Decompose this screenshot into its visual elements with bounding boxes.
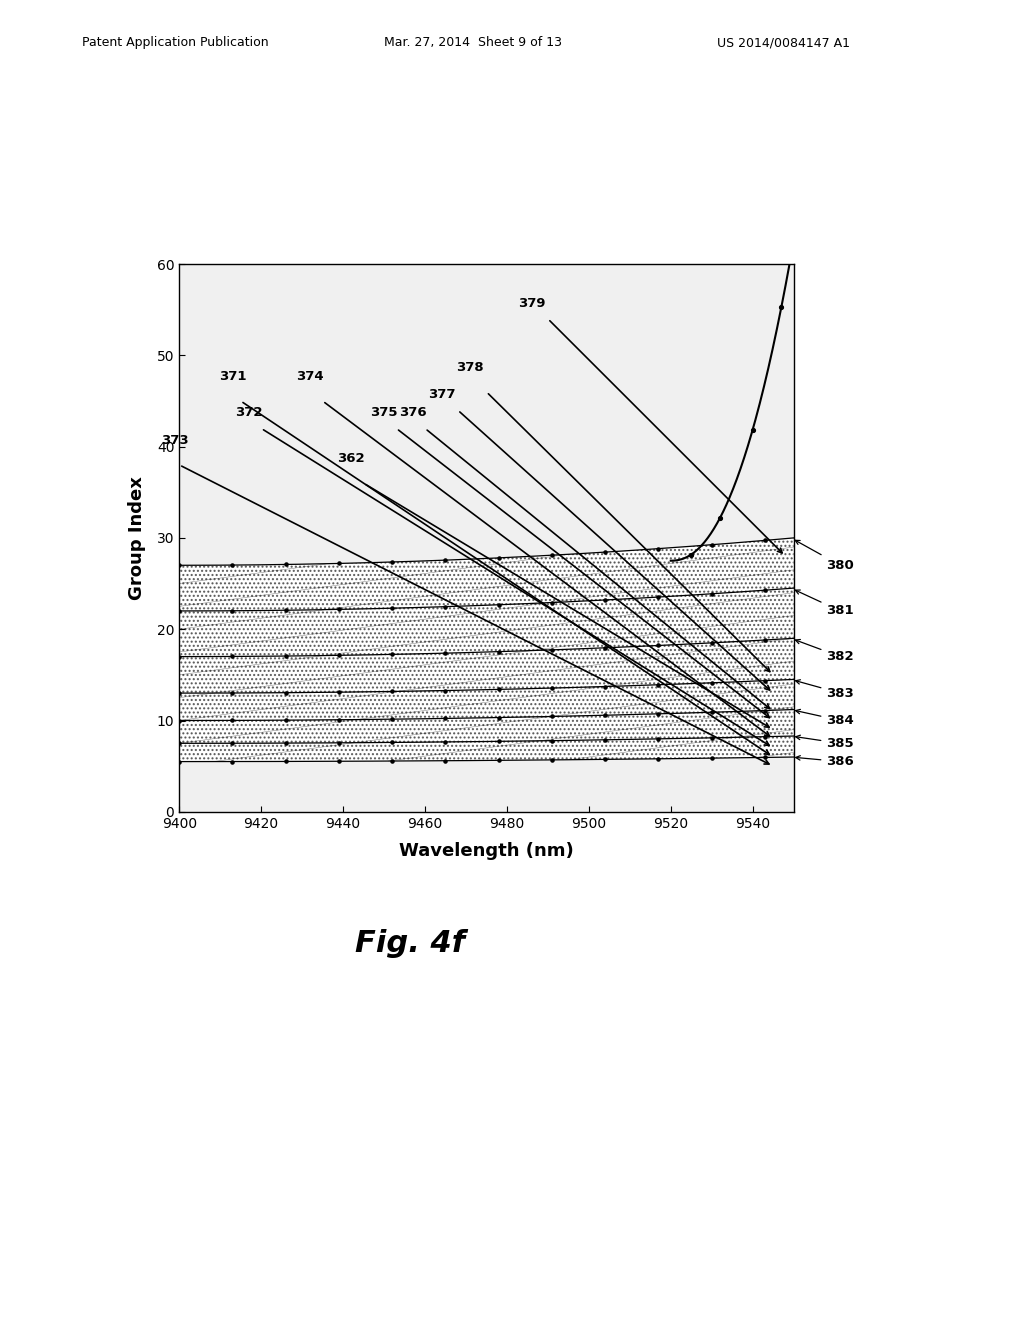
Text: 385: 385 <box>796 735 854 750</box>
Text: 377: 377 <box>428 388 455 401</box>
Text: 371: 371 <box>219 370 246 383</box>
Text: Fig. 4f: Fig. 4f <box>354 929 465 958</box>
Text: 374: 374 <box>297 370 324 383</box>
Text: US 2014/0084147 A1: US 2014/0084147 A1 <box>717 36 850 49</box>
Text: 383: 383 <box>796 680 854 700</box>
Text: 378: 378 <box>457 360 483 374</box>
Text: 386: 386 <box>796 755 854 768</box>
Text: 380: 380 <box>796 540 854 572</box>
Text: 379: 379 <box>518 297 545 310</box>
Text: 381: 381 <box>796 590 854 618</box>
Text: Patent Application Publication: Patent Application Publication <box>82 36 268 49</box>
Text: 372: 372 <box>236 407 262 420</box>
Text: 375: 375 <box>371 407 397 420</box>
Text: 384: 384 <box>796 709 854 727</box>
X-axis label: Wavelength (nm): Wavelength (nm) <box>399 842 573 859</box>
Text: 376: 376 <box>399 407 426 420</box>
Text: 382: 382 <box>796 639 854 663</box>
Text: Mar. 27, 2014  Sheet 9 of 13: Mar. 27, 2014 Sheet 9 of 13 <box>384 36 562 49</box>
Text: 362: 362 <box>338 451 365 465</box>
Text: 373: 373 <box>162 433 188 446</box>
Y-axis label: Group Index: Group Index <box>128 477 145 599</box>
